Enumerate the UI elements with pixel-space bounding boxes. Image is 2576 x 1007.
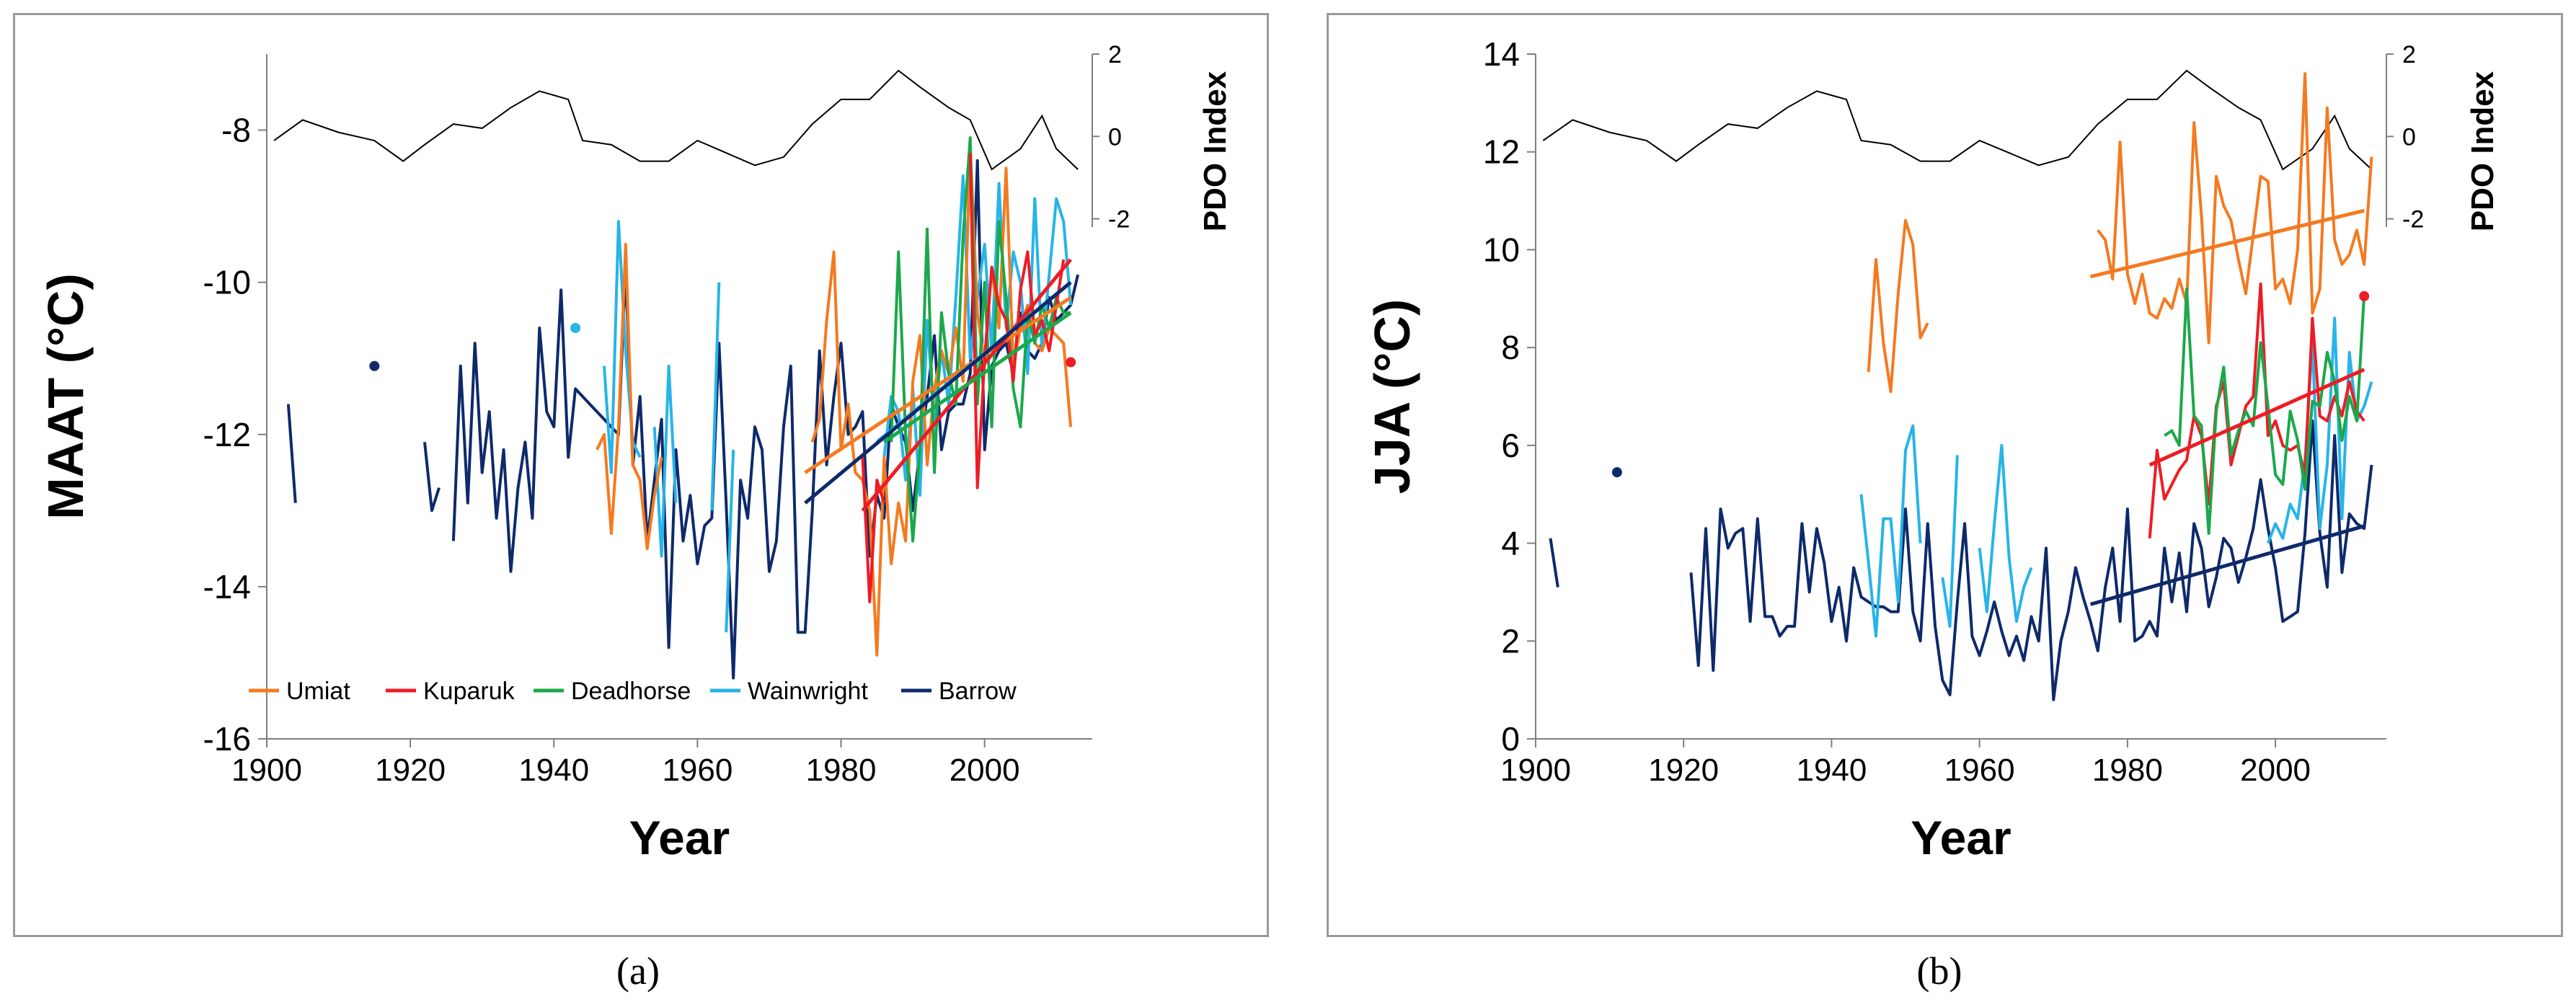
series-line-kuparuk: [2148, 282, 2365, 538]
series-line-umiat: [810, 143, 1073, 657]
y-tick-label: -8: [221, 112, 251, 149]
pdo-tick-label: -2: [2402, 206, 2424, 234]
x-tick-label: 1980: [806, 753, 877, 788]
series-line-barrow: [286, 404, 297, 503]
pdo-tick-label: 2: [1108, 41, 1122, 68]
trend-line-umiat: [804, 296, 1072, 474]
pdo-tick-label: 0: [2402, 123, 2416, 151]
panel-b-frame: [1327, 13, 2563, 937]
y-tick-label: 10: [1483, 231, 1520, 268]
x-tick-label: 1920: [1648, 753, 1719, 788]
pdo-tick-label: 2: [2402, 41, 2416, 68]
x-tick-label: 1940: [518, 753, 589, 788]
x-tick-label: 2000: [2240, 753, 2311, 788]
trend-line-deadhorse: [882, 311, 1072, 444]
panel-caption: (b): [1917, 949, 1962, 993]
pdo-axis-title: PDO Index: [1198, 71, 1233, 231]
y-tick-label: -14: [203, 568, 251, 605]
pdo-tick-label: 0: [1108, 123, 1122, 151]
x-axis-title: Year: [629, 811, 730, 864]
series-line-wainwright: [652, 364, 678, 558]
chart-panel-a: -16 -14 -12 -10 -8 1900 1920 1940 1960 1980 2000 -2…: [37, 41, 1233, 993]
series-line-wainwright: [603, 220, 642, 474]
y-tick-label: 12: [1483, 133, 1520, 171]
x-tick-label: 2000: [950, 753, 1020, 788]
series-line-wainwright: [1859, 424, 1922, 638]
data-point-barrow: [1611, 467, 1622, 478]
x-tick-label: 1960: [662, 753, 732, 788]
series-line-deadhorse: [2164, 287, 2366, 535]
trend-line-umiat: [2089, 208, 2365, 279]
y-tick-label: -16: [203, 720, 251, 758]
y-tick-label: 8: [1501, 329, 1520, 366]
series-line-wainwright: [710, 282, 721, 511]
x-tick-label: 1940: [1796, 753, 1867, 788]
y-tick-label: 14: [1483, 35, 1520, 73]
panel-a-frame: [13, 13, 1269, 937]
y-tick-label: 4: [1501, 525, 1520, 562]
y-tick-label: 2: [1501, 622, 1520, 660]
pdo-index-line: [273, 69, 1079, 171]
series-line-barrow: [451, 159, 1080, 680]
series-line-wainwright: [1978, 443, 2033, 624]
panel-caption: (a): [616, 949, 660, 993]
y-axis-title: MAAT (°C): [37, 273, 94, 520]
pdo-tick-label: -2: [1108, 206, 1130, 234]
legend-label-barrow: Barrow: [939, 678, 1017, 705]
y-tick-label: -12: [203, 416, 251, 453]
trend-line-kuparuk: [2148, 368, 2365, 467]
series-line-barrow: [423, 442, 441, 513]
legend-label-deadhorse: Deadhorse: [571, 678, 691, 705]
series-line-umiat: [596, 242, 663, 551]
legend-label-umiat: Umiat: [286, 678, 350, 705]
data-point-barrow: [369, 360, 380, 371]
series-line-barrow: [1549, 538, 1559, 587]
chart-panel-b: 0 2 4 6 8 10 12 14 1900 1920 1940 1960 1980 2000 -2 0 2 Y…: [1364, 35, 2500, 993]
pdo-axis-title: PDO Index: [2465, 71, 2500, 231]
x-tick-label: 1900: [1500, 753, 1571, 788]
x-tick-label: 1980: [2092, 753, 2163, 788]
y-tick-label: 0: [1501, 720, 1520, 758]
series-line-wainwright: [2266, 316, 2373, 544]
data-point-kuparuk: [2359, 290, 2370, 301]
pdo-index-line: [1542, 69, 2373, 171]
y-tick-label: -10: [203, 264, 251, 301]
series-line-umiat: [1867, 218, 1929, 394]
legend-label-kuparuk: Kuparuk: [423, 678, 515, 705]
series-line-deadhorse: [890, 136, 1071, 543]
data-point-wainwright: [570, 323, 581, 333]
series-line-wainwright: [725, 449, 735, 633]
legend-label-wainwright: Wainwright: [748, 678, 868, 705]
series-line-umiat: [2097, 72, 2373, 345]
x-tick-label: 1920: [375, 753, 446, 788]
x-tick-label: 1960: [1944, 753, 2015, 788]
x-tick-label: 1900: [231, 753, 302, 788]
series-line-kuparuk: [968, 153, 1066, 489]
series-line-barrow: [1689, 419, 2373, 701]
trend-line-barrow: [2089, 524, 2365, 606]
y-tick-label: 6: [1501, 427, 1520, 464]
data-point-kuparuk: [1066, 357, 1076, 368]
y-axis-title: JJA (°C): [1364, 299, 1420, 494]
trend-line-barrow: [804, 280, 1072, 505]
series-line-wainwright: [1941, 455, 1959, 628]
x-axis-title: Year: [1911, 811, 2011, 864]
